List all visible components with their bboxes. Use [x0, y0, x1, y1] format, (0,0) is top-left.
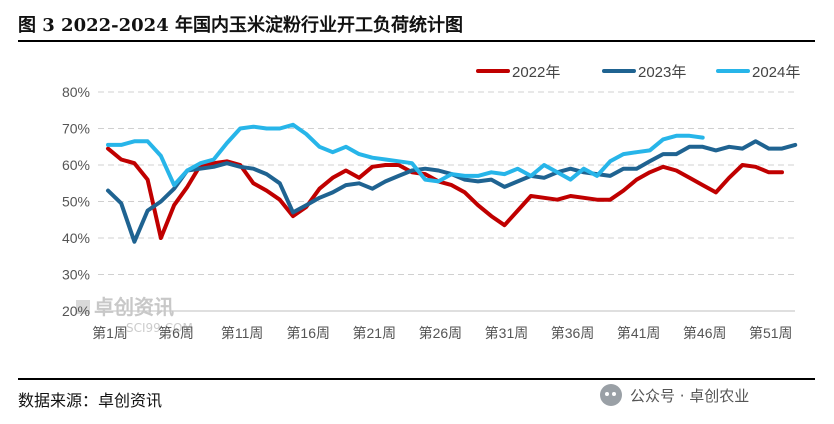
wechat-tag: 公众号 · 卓创农业 [600, 380, 815, 410]
x-tick-label: 第31周 [485, 325, 529, 341]
x-tick-label: 第46周 [683, 325, 727, 341]
y-tick-label: 30% [62, 267, 90, 283]
y-tick-label: 40% [62, 230, 90, 246]
series-line-2 [106, 139, 798, 244]
x-tick-label: 第21周 [353, 325, 397, 341]
series-line-3 [106, 122, 705, 188]
y-tick-label: 20% [62, 303, 90, 319]
series-line-1 [106, 146, 784, 240]
x-tick-label: 第16周 [286, 325, 330, 341]
figure-title: 图 3 2022-2024 年国内玉米淀粉行业开工负荷统计图 [18, 15, 463, 36]
legend: 2022年 2023年 2024年 [476, 64, 800, 81]
legend-label: 2024年 [752, 64, 800, 81]
title-bar: 图 3 2022-2024 年国内玉米淀粉行业开工负荷统计图 [0, 0, 834, 44]
x-tick-label: 第41周 [617, 325, 661, 341]
x-tick-label: 第11周 [221, 325, 264, 341]
x-tick-label: 第1周 [92, 325, 128, 341]
x-tick-label: 第26周 [419, 325, 463, 341]
y-axis: 20% 30% 40% 50% 60% 70% 80% [62, 84, 90, 319]
data-source: 数据来源：卓创资讯 [18, 391, 163, 410]
legend-label: 2023年 [638, 64, 686, 81]
x-axis: 第1周 第6周 第11周 第16周 第21周 第26周 第31周 第36周 第41周 第46周 第5… [92, 325, 792, 341]
y-tick-label: 70% [62, 121, 90, 137]
grid-layer [98, 91, 795, 312]
title-rule [18, 40, 815, 42]
wechat-icon [600, 384, 622, 406]
watermark-label: 卓创资讯 [94, 295, 174, 319]
y-tick-label: 50% [62, 194, 90, 210]
y-tick-label: 60% [62, 157, 90, 173]
x-tick-label: 第51周 [749, 325, 793, 341]
x-tick-label: 第36周 [551, 325, 595, 341]
watermark-logo [76, 300, 90, 314]
y-tick-label: 80% [62, 84, 90, 100]
watermark: 卓创资讯 SCI99.COM [76, 295, 193, 335]
line-chart: 卓创资讯 SCI99.COM 20% 30% 40% 50% 60% 70% 80% 第1周… [62, 64, 800, 341]
wechat-label: 公众号 · 卓创农业 [630, 386, 750, 405]
series-layer [106, 122, 798, 244]
x-tick-label: 第6周 [158, 325, 194, 341]
watermark-sub: SCI99.COM [126, 321, 193, 335]
legend-label: 2022年 [512, 64, 560, 81]
footer-rule [18, 378, 815, 380]
